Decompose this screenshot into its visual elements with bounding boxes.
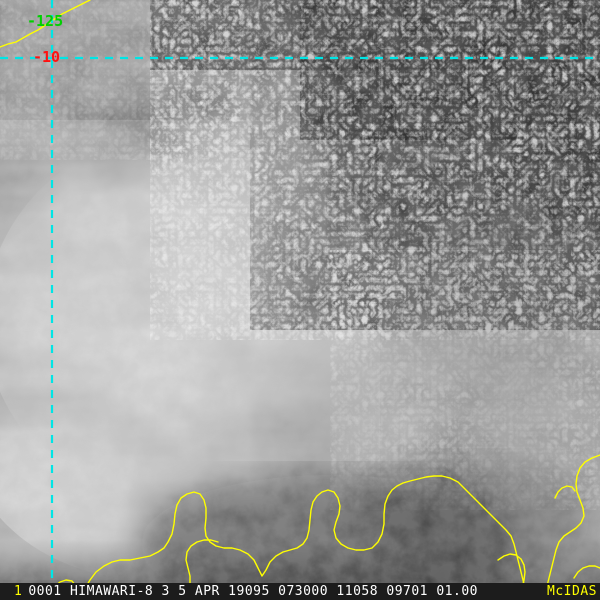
image-info-banner: 1 0001 HIMAWARI-8 3 5 APR 19095 073000 1…: [0, 583, 600, 600]
longitude-label: -125: [27, 12, 64, 30]
frame-number: 1: [14, 584, 23, 599]
latitude-label: -10: [33, 48, 61, 66]
image-metadata-text: 0001 HIMAWARI-8 3 5 APR 19095 073000 110…: [28, 584, 478, 599]
mcidas-brand-label: McIDAS: [547, 584, 597, 599]
